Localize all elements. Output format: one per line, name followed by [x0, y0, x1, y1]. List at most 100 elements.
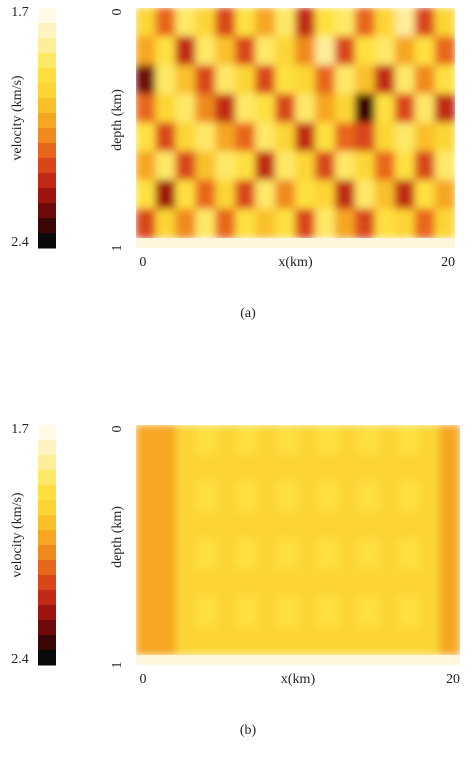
heat-cell — [419, 539, 441, 570]
heat-cell — [398, 510, 420, 541]
heat-cell — [398, 625, 420, 655]
heat-cell — [175, 65, 197, 95]
heat-cell — [195, 208, 217, 238]
colorbar-swatch — [38, 173, 56, 189]
heat-cell — [275, 8, 296, 38]
heat-cell — [277, 597, 299, 627]
heat-cell — [394, 93, 416, 124]
heat-cell — [378, 453, 400, 483]
heat-cell — [255, 93, 277, 124]
heat-cell — [314, 36, 336, 66]
heat-cell — [317, 568, 339, 598]
heat-cell — [216, 482, 238, 512]
heat-cell — [275, 93, 296, 124]
heat-cell — [419, 453, 441, 483]
heat-cell — [334, 180, 356, 210]
heat-cell — [358, 425, 380, 455]
heat-cell — [297, 597, 319, 627]
heat-cell — [414, 93, 436, 124]
heat-cell — [236, 625, 258, 655]
colorbar-tick-label: 2.4 — [11, 652, 29, 667]
heat-cell — [176, 453, 198, 483]
heat-cell — [314, 180, 336, 210]
heat-cell — [257, 568, 279, 598]
y-tick-label: 1 — [110, 245, 125, 252]
heat-cell — [374, 180, 396, 210]
heat-cell — [434, 65, 455, 95]
heat-cell — [257, 625, 279, 655]
heat-cell — [176, 510, 198, 541]
heat-cell — [216, 539, 238, 570]
heat-cell — [434, 36, 455, 66]
heat-cell — [257, 453, 279, 483]
heat-cell — [235, 93, 257, 124]
colorbar-swatch — [38, 38, 56, 54]
heat-cell — [394, 8, 416, 38]
heat-cell — [414, 36, 436, 66]
plot-strip — [136, 655, 460, 665]
heat-cell — [196, 425, 218, 455]
heat-cell — [136, 93, 157, 124]
heat-cell — [434, 151, 455, 181]
heat-cell — [277, 425, 299, 455]
colorbar-swatch — [38, 425, 56, 441]
heat-cell — [136, 65, 157, 95]
y-axis-label: depth (km) — [110, 89, 125, 151]
heat-cell — [398, 482, 420, 512]
heat-cell — [394, 151, 416, 181]
colorbar-swatch — [38, 455, 56, 471]
heat-cell — [378, 482, 400, 512]
heat-cell — [439, 510, 460, 541]
colorbar-swatch — [38, 635, 56, 651]
heat-cell — [236, 539, 258, 570]
colorbar-swatch — [38, 53, 56, 69]
heatmap-cells — [136, 425, 460, 655]
heat-cell — [277, 453, 299, 483]
y-tick-label: 0 — [110, 9, 125, 16]
heat-cell — [378, 539, 400, 570]
heat-cell — [374, 93, 396, 124]
heat-cell — [136, 425, 157, 455]
heat-cell — [255, 151, 277, 181]
heat-cell — [374, 122, 396, 153]
heat-cell — [155, 65, 177, 95]
heat-cell — [175, 36, 197, 66]
heat-cell — [155, 453, 177, 483]
heat-cell — [354, 8, 376, 38]
heat-cell — [338, 539, 360, 570]
heat-cell — [434, 180, 455, 210]
heat-cell — [419, 425, 441, 455]
heat-cell — [196, 625, 218, 655]
heat-cell — [297, 539, 319, 570]
heat-cell — [216, 625, 238, 655]
caption: (b) — [240, 723, 257, 738]
heat-cell — [434, 8, 455, 38]
colorbar-swatch — [38, 650, 56, 666]
heat-cell — [236, 597, 258, 627]
heat-cell — [175, 93, 197, 124]
heat-cell — [216, 453, 238, 483]
heat-cell — [394, 180, 416, 210]
colorbar-swatch — [38, 485, 56, 501]
heat-cell — [338, 510, 360, 541]
heat-cell — [136, 482, 157, 512]
colorbar-tick-label: 2.4 — [11, 235, 29, 250]
heat-cell — [295, 208, 316, 238]
heat-cell — [216, 425, 238, 455]
heat-cell — [378, 625, 400, 655]
heat-cell — [358, 568, 380, 598]
heat-cell — [297, 510, 319, 541]
heat-cell — [257, 539, 279, 570]
heat-cell — [297, 625, 319, 655]
heat-cell — [334, 208, 356, 238]
heat-cell — [354, 208, 376, 238]
x-tick-label: 0 — [139, 255, 146, 270]
colorbar-tick-label: 1.7 — [11, 422, 29, 437]
colorbar-swatch — [38, 470, 56, 486]
heat-cell — [414, 122, 436, 153]
heat-cell — [176, 625, 198, 655]
heat-cell — [317, 625, 339, 655]
heat-cell — [175, 208, 197, 238]
heat-cell — [235, 8, 257, 38]
heat-cell — [414, 208, 436, 238]
